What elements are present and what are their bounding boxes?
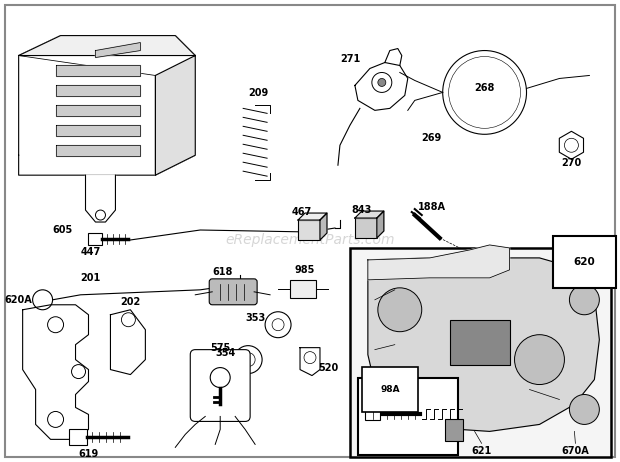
Polygon shape [110, 310, 145, 375]
Polygon shape [156, 55, 195, 175]
Bar [350, 248, 611, 457]
Bar [358, 377, 458, 456]
Text: 670A: 670A [562, 446, 589, 456]
FancyBboxPatch shape [209, 279, 257, 305]
Circle shape [515, 334, 564, 384]
Polygon shape [56, 85, 140, 97]
Text: 619: 619 [78, 450, 99, 459]
Polygon shape [95, 43, 140, 58]
Text: 269: 269 [422, 133, 442, 143]
Bar [298, 220, 320, 240]
Bar [69, 429, 87, 445]
Polygon shape [355, 62, 408, 110]
Text: 618: 618 [212, 267, 232, 277]
Polygon shape [23, 305, 89, 439]
Bar [445, 419, 463, 441]
Polygon shape [320, 213, 327, 240]
Polygon shape [300, 347, 320, 376]
Polygon shape [56, 125, 140, 136]
Text: 268: 268 [474, 84, 495, 93]
Text: 467: 467 [292, 207, 312, 217]
Circle shape [569, 285, 600, 315]
Circle shape [569, 395, 600, 425]
Text: 353: 353 [245, 313, 265, 323]
Text: 843: 843 [352, 205, 372, 215]
Text: 520: 520 [318, 363, 338, 372]
Text: 270: 270 [561, 158, 582, 168]
Text: 98A: 98A [380, 385, 400, 394]
Polygon shape [56, 105, 140, 116]
Circle shape [382, 371, 418, 407]
Polygon shape [355, 211, 384, 218]
Text: 620: 620 [574, 257, 595, 267]
Bar [365, 408, 380, 420]
Circle shape [378, 79, 386, 86]
Bar [355, 218, 377, 238]
Text: 202: 202 [120, 297, 141, 307]
Polygon shape [56, 66, 140, 77]
Bar [290, 280, 316, 298]
FancyBboxPatch shape [190, 350, 250, 421]
Circle shape [378, 288, 422, 332]
Bar [89, 233, 102, 245]
Bar [450, 320, 510, 365]
Polygon shape [19, 36, 195, 55]
Text: 209: 209 [248, 88, 268, 98]
Polygon shape [56, 145, 140, 156]
Text: 620A: 620A [5, 295, 32, 305]
Text: 354: 354 [215, 347, 236, 358]
Polygon shape [559, 131, 583, 159]
Polygon shape [377, 211, 384, 238]
Text: 447: 447 [81, 247, 100, 257]
Text: 985: 985 [295, 265, 315, 275]
Text: 201: 201 [81, 273, 100, 283]
Polygon shape [86, 175, 115, 222]
Text: 188A: 188A [418, 202, 446, 212]
Text: eReplacementParts.com: eReplacementParts.com [225, 233, 395, 247]
Text: 575: 575 [210, 343, 230, 353]
Text: 271: 271 [340, 54, 360, 63]
Polygon shape [368, 258, 600, 432]
Text: 621: 621 [471, 446, 492, 456]
Polygon shape [368, 245, 510, 280]
Polygon shape [298, 213, 327, 220]
Polygon shape [385, 49, 402, 66]
Text: 605: 605 [53, 225, 73, 235]
Polygon shape [19, 36, 195, 175]
